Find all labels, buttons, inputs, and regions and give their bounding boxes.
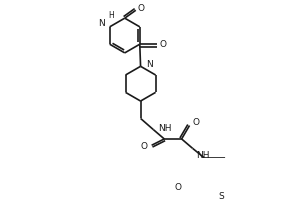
Text: O: O	[193, 118, 200, 127]
Text: NH: NH	[158, 124, 171, 133]
Text: O: O	[159, 40, 166, 49]
Text: H: H	[108, 11, 114, 20]
Text: NH: NH	[196, 151, 209, 160]
Text: S: S	[219, 192, 224, 200]
Text: O: O	[175, 183, 182, 192]
Text: O: O	[137, 4, 144, 13]
Text: O: O	[141, 142, 148, 151]
Text: N: N	[146, 60, 153, 69]
Text: N: N	[98, 19, 105, 28]
